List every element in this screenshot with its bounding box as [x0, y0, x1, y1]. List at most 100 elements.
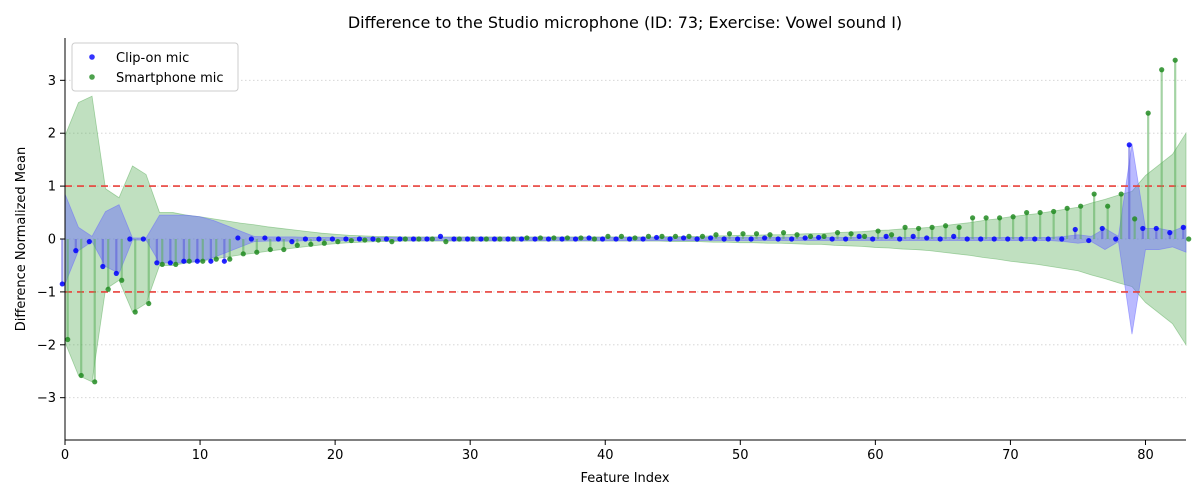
point-clip-on	[1126, 142, 1132, 148]
point-smartphone	[645, 233, 652, 239]
point-smartphone	[1024, 209, 1030, 216]
axis-layer: 0 10 20 30 40 50 60 70 80 −3 −2 −1 0 1 2 3	[37, 38, 1186, 463]
x-tick-label: 40	[597, 448, 614, 463]
point-smartphone	[618, 233, 625, 239]
point-smartphone	[753, 231, 760, 237]
point-smartphone	[537, 235, 544, 241]
legend-label-smartphone: Smartphone mic	[116, 71, 224, 86]
point-clip-on	[410, 236, 417, 242]
point-smartphone	[564, 235, 571, 241]
point-clip-on	[248, 236, 254, 242]
point-clip-on	[599, 236, 606, 242]
y-tick-label: 0	[48, 233, 56, 248]
x-tick-label: 20	[327, 448, 344, 463]
point-clip-on	[140, 236, 146, 242]
y-tick-label: 2	[48, 127, 56, 142]
point-smartphone	[834, 230, 841, 236]
point-smartphone	[1145, 110, 1151, 116]
point-smartphone	[1091, 191, 1097, 197]
point-smartphone	[281, 246, 287, 253]
point-clip-on	[221, 258, 227, 264]
point-clip-on	[1072, 226, 1078, 233]
point-clip-on	[1180, 224, 1186, 230]
point-smartphone	[402, 236, 408, 242]
point-smartphone	[213, 256, 219, 262]
point-clip-on	[167, 260, 173, 266]
point-smartphone	[524, 235, 530, 241]
point-smartphone	[861, 233, 868, 239]
point-clip-on	[856, 233, 862, 239]
point-clip-on	[532, 236, 538, 242]
point-clip-on	[653, 234, 660, 241]
point-smartphone	[375, 237, 381, 243]
legend-label-clip-on: Clip-on mic	[116, 51, 189, 66]
point-clip-on	[289, 239, 295, 245]
point-smartphone	[726, 231, 733, 237]
reference-lines	[65, 185, 1186, 293]
legend-box	[71, 42, 239, 92]
point-clip-on	[559, 236, 565, 242]
point-smartphone	[1186, 236, 1192, 242]
point-smartphone	[1078, 203, 1084, 209]
y-tick-label: −2	[37, 338, 56, 353]
y-axis-label: Difference Normalized Mean	[14, 147, 29, 331]
point-clip-on	[302, 236, 309, 242]
point-clip-on	[73, 248, 79, 254]
point-clip-on	[937, 236, 943, 242]
point-smartphone	[1051, 208, 1057, 215]
point-smartphone	[348, 237, 354, 244]
point-clip-on	[208, 258, 214, 264]
point-smartphone	[470, 236, 476, 242]
point-smartphone	[119, 277, 125, 283]
point-smartphone	[632, 235, 638, 241]
point-clip-on	[545, 236, 552, 242]
point-clip-on	[1099, 225, 1105, 232]
point-smartphone	[1172, 57, 1178, 63]
point-smartphone	[888, 232, 895, 238]
point-clip-on	[464, 236, 471, 242]
point-clip-on	[86, 239, 92, 245]
point-smartphone	[443, 239, 449, 245]
point-clip-on	[775, 236, 781, 242]
point-smartphone	[807, 233, 814, 239]
band-layer	[64, 95, 1187, 383]
point-smartphone	[240, 251, 246, 257]
point-clip-on	[329, 236, 336, 242]
point-clip-on	[478, 236, 484, 242]
point-clip-on	[667, 236, 673, 242]
point-clip-on	[1167, 230, 1173, 236]
legend-marker-smartphone	[89, 74, 95, 80]
point-clip-on	[924, 235, 930, 241]
point-smartphone	[173, 261, 179, 267]
point-smartphone	[159, 261, 165, 267]
point-clip-on	[127, 236, 133, 242]
point-smartphone	[294, 242, 300, 248]
band-smartphone	[64, 95, 1187, 383]
point-clip-on	[316, 236, 322, 242]
point-smartphone	[483, 236, 489, 242]
point-smartphone	[713, 232, 719, 238]
point-smartphone	[78, 372, 84, 379]
y-tick-label: −3	[37, 391, 56, 406]
point-clip-on	[356, 236, 363, 242]
point-smartphone	[902, 224, 908, 230]
point-smartphone	[740, 231, 746, 237]
x-tick-label: 10	[192, 448, 209, 463]
point-clip-on	[194, 258, 200, 264]
point-clip-on	[181, 258, 187, 264]
point-smartphone	[308, 241, 314, 247]
point-smartphone	[983, 215, 989, 221]
point-smartphone	[1118, 191, 1124, 197]
point-clip-on	[707, 235, 714, 241]
point-smartphone	[767, 232, 773, 238]
point-smartphone	[389, 239, 395, 245]
point-clip-on	[1032, 236, 1038, 242]
x-tick-label: 80	[1137, 448, 1154, 463]
point-smartphone	[321, 240, 327, 246]
point-smartphone	[146, 300, 152, 307]
point-smartphone	[1037, 209, 1043, 216]
point-clip-on	[829, 236, 835, 242]
point-clip-on	[370, 236, 376, 242]
point-clip-on	[572, 236, 579, 242]
